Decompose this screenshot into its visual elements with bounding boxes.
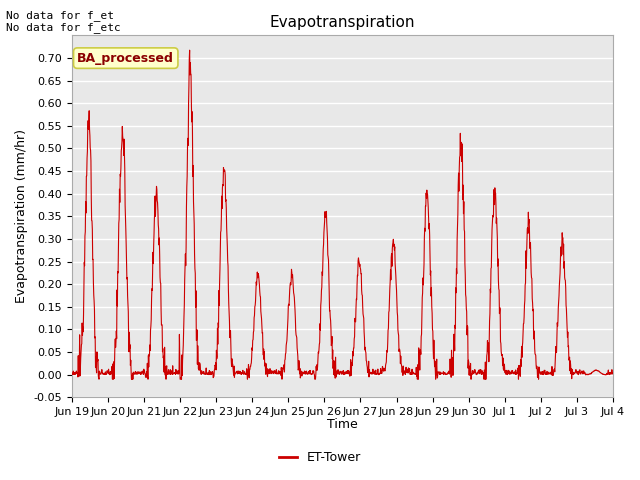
Title: Evapotranspiration: Evapotranspiration: [269, 15, 415, 30]
Y-axis label: Evapotranspiration (mm/hr): Evapotranspiration (mm/hr): [15, 129, 28, 303]
X-axis label: Time: Time: [327, 419, 358, 432]
Legend: ET-Tower: ET-Tower: [273, 446, 367, 469]
Text: No data for f_et
No data for f_etc: No data for f_et No data for f_etc: [6, 10, 121, 33]
Text: BA_processed: BA_processed: [77, 52, 174, 65]
